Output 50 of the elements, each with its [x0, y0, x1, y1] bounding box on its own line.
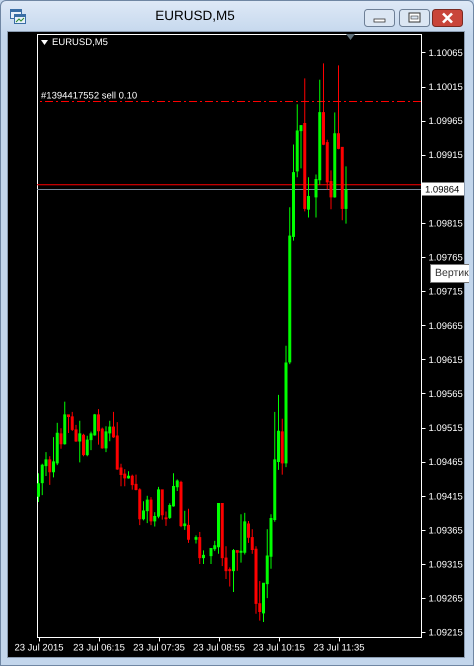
candlestick	[48, 456, 52, 486]
x-tick-label: 23 Jul 06:15	[73, 642, 125, 654]
candlestick	[97, 408, 100, 446]
y-tick-label: 1.09265	[428, 594, 463, 605]
candlestick	[240, 514, 242, 564]
y-tick-label: 1.09365	[428, 525, 463, 536]
candlestick	[52, 436, 55, 478]
candlestick	[82, 433, 85, 457]
candlestick	[187, 508, 190, 544]
y-tick-label: 1.09615	[428, 354, 463, 366]
y-tick-label: 1.09715	[428, 286, 463, 298]
y-tick-label: 1.09415	[428, 491, 463, 502]
candlestick	[130, 474, 134, 490]
candlestick	[344, 166, 348, 224]
y-tick-label: 1.09765	[428, 252, 463, 264]
y-tick-label: 1.09815	[428, 218, 463, 230]
candlestick	[86, 435, 89, 457]
y-tick-label: 1.10065	[428, 48, 463, 59]
y-tick-label: 1.09215	[428, 628, 463, 639]
y-tick-label: 1.09515	[428, 423, 463, 434]
candlestick	[150, 496, 152, 526]
x-tick-label: 23 Jul 10:15	[253, 642, 305, 654]
candlestick	[307, 176, 310, 218]
candlestick	[60, 428, 62, 450]
candlestick	[198, 531, 202, 565]
x-tick-label: 23 Jul 11:35	[313, 642, 365, 654]
candlestick	[232, 548, 235, 592]
x-tick-label: 23 Jul 08:55	[193, 642, 245, 654]
candlestick	[104, 426, 108, 453]
candlestick	[67, 414, 70, 434]
y-tick-label: 1.09915	[428, 150, 463, 162]
candlestick	[236, 550, 239, 572]
candlestick	[202, 550, 205, 565]
y-tick-label: 1.09565	[428, 388, 463, 400]
x-tick-label: 23 Jul 07:35	[133, 642, 185, 654]
candlestick	[183, 510, 186, 530]
candlestick	[142, 500, 145, 521]
y-tick-label: 1.09665	[428, 320, 463, 332]
candlestick	[210, 548, 212, 565]
candlestick	[78, 420, 82, 463]
y-tick-label: 1.09315	[428, 560, 463, 571]
y-tick-label: 1.09965	[428, 116, 463, 128]
x-tick-label: 23 Jul 2015	[14, 642, 64, 654]
chart-subtitle: EURUSD,M5	[52, 37, 108, 48]
candlestick	[146, 495, 149, 524]
y-tick-label: 1.09465	[428, 457, 463, 468]
ref-line-label: #1394417552 sell 0.10	[41, 90, 138, 102]
ref-line-label: 1.09864	[425, 184, 460, 196]
y-tick-label: 1.10015	[428, 82, 463, 94]
chart-title: EURUSD,M5	[154, 8, 236, 23]
